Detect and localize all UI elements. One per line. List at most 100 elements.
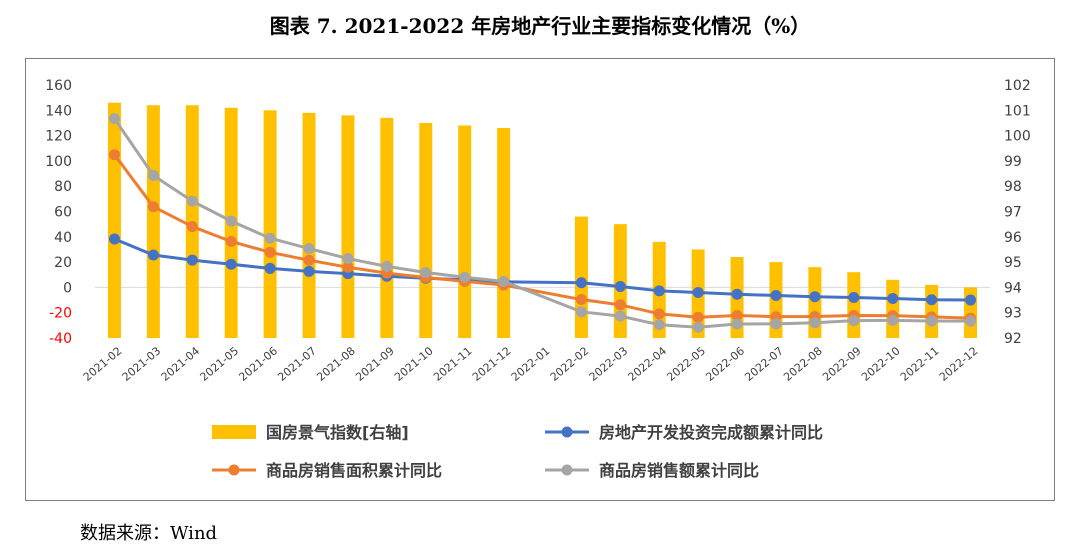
bar xyxy=(263,110,277,338)
left-tick-label: 80 xyxy=(54,179,72,195)
right-tick-label: 99 xyxy=(1004,154,1022,170)
right-tick-label: 101 xyxy=(1004,103,1031,119)
right-tick-label: 97 xyxy=(1004,205,1022,221)
data-point xyxy=(731,309,743,321)
data-point xyxy=(575,306,587,318)
data-point xyxy=(225,235,237,247)
left-tick-label: -20 xyxy=(49,306,72,322)
right-tick-label: 100 xyxy=(1004,129,1031,145)
legend-label: 商品房销售面积累计同比 xyxy=(266,461,442,480)
data-point xyxy=(653,285,665,297)
legend-marker xyxy=(561,464,573,476)
right-tick-label: 96 xyxy=(1004,230,1022,246)
x-tick-label: 2022-07 xyxy=(742,344,786,384)
legend-swatch xyxy=(212,425,256,439)
data-point xyxy=(614,281,626,293)
x-tick-label: 2021-09 xyxy=(353,344,397,384)
bar xyxy=(107,102,121,339)
data-point xyxy=(342,261,354,273)
x-tick-label: 2022-04 xyxy=(626,344,670,384)
x-tick-label: 2022-02 xyxy=(548,344,592,384)
data-point xyxy=(381,260,393,272)
data-point xyxy=(926,315,938,327)
right-tick-label: 102 xyxy=(1004,78,1031,94)
data-point xyxy=(108,113,120,125)
bar xyxy=(302,112,316,338)
data-point xyxy=(965,294,977,306)
data-point xyxy=(303,243,315,255)
x-tick-label: 2021-08 xyxy=(314,344,358,384)
bar xyxy=(341,115,355,338)
data-point xyxy=(809,317,821,329)
data-point xyxy=(653,308,665,320)
right-tick-label: 95 xyxy=(1004,255,1022,271)
data-point xyxy=(459,271,471,283)
data-point xyxy=(342,253,354,265)
legend-marker xyxy=(228,464,240,476)
left-tick-label: 0 xyxy=(63,280,72,296)
data-point xyxy=(147,201,159,213)
bar xyxy=(380,117,394,338)
chart-frame xyxy=(25,58,1055,501)
x-tick-label: 2021-11 xyxy=(431,344,475,384)
data-point xyxy=(692,321,704,333)
chart-title: 图表 7. 2021-2022 年房地产行业主要指标变化情况（%） xyxy=(269,14,811,38)
left-tick-label: -40 xyxy=(49,331,72,347)
data-point xyxy=(770,318,782,330)
data-point xyxy=(186,195,198,207)
x-tick-label: 2021-06 xyxy=(236,344,280,384)
legend-label: 商品房销售额累计同比 xyxy=(599,461,759,480)
x-tick-label: 2022-12 xyxy=(937,344,981,384)
data-point xyxy=(498,275,510,287)
x-tick-label: 2022-09 xyxy=(820,344,864,384)
data-point xyxy=(653,319,665,331)
data-point xyxy=(692,311,704,323)
x-tick-label: 2022-01 xyxy=(509,344,553,384)
left-tick-label: 60 xyxy=(54,205,72,221)
data-point xyxy=(692,286,704,298)
series-line xyxy=(113,237,971,302)
data-point xyxy=(731,288,743,300)
left-tick-label: 120 xyxy=(45,129,72,145)
x-tick-label: 2021-07 xyxy=(275,344,319,384)
series-line xyxy=(113,117,971,329)
left-tick-label: 20 xyxy=(54,255,72,271)
data-point xyxy=(186,254,198,266)
data-point xyxy=(848,292,860,304)
data-point xyxy=(108,233,120,245)
legend-marker xyxy=(561,426,573,438)
right-tick-label: 98 xyxy=(1004,179,1022,195)
legend-label: 国房景气指数[右轴] xyxy=(266,423,409,442)
data-point xyxy=(225,258,237,270)
bar xyxy=(458,125,472,338)
data-point xyxy=(887,293,899,305)
bar xyxy=(497,128,511,338)
right-tick-label: 92 xyxy=(1004,331,1022,347)
left-tick-label: 160 xyxy=(45,78,72,94)
data-point xyxy=(108,149,120,161)
data-point xyxy=(264,232,276,244)
x-tick-label: 2021-02 xyxy=(81,344,125,384)
data-point xyxy=(770,289,782,301)
data-point xyxy=(614,310,626,322)
x-tick-label: 2022-08 xyxy=(781,344,825,384)
data-point xyxy=(614,299,626,311)
x-tick-label: 2022-03 xyxy=(587,344,631,384)
data-point xyxy=(575,294,587,306)
x-tick-label: 2021-05 xyxy=(198,344,242,384)
source-note: 数据来源：Wind xyxy=(80,523,218,544)
x-tick-label: 2021-03 xyxy=(120,344,164,384)
data-point xyxy=(147,169,159,181)
left-tick-label: 140 xyxy=(45,103,72,119)
right-tick-label: 94 xyxy=(1004,280,1022,296)
x-tick-label: 2022-11 xyxy=(898,344,942,384)
x-tick-label: 2022-05 xyxy=(665,344,709,384)
legend-label: 房地产开发投资完成额累计同比 xyxy=(599,423,823,442)
data-point xyxy=(926,294,938,306)
x-tick-label: 2022-10 xyxy=(859,344,903,384)
left-tick-label: 40 xyxy=(54,230,72,246)
data-point xyxy=(809,291,821,303)
x-tick-label: 2021-12 xyxy=(470,344,514,384)
data-point xyxy=(731,318,743,330)
